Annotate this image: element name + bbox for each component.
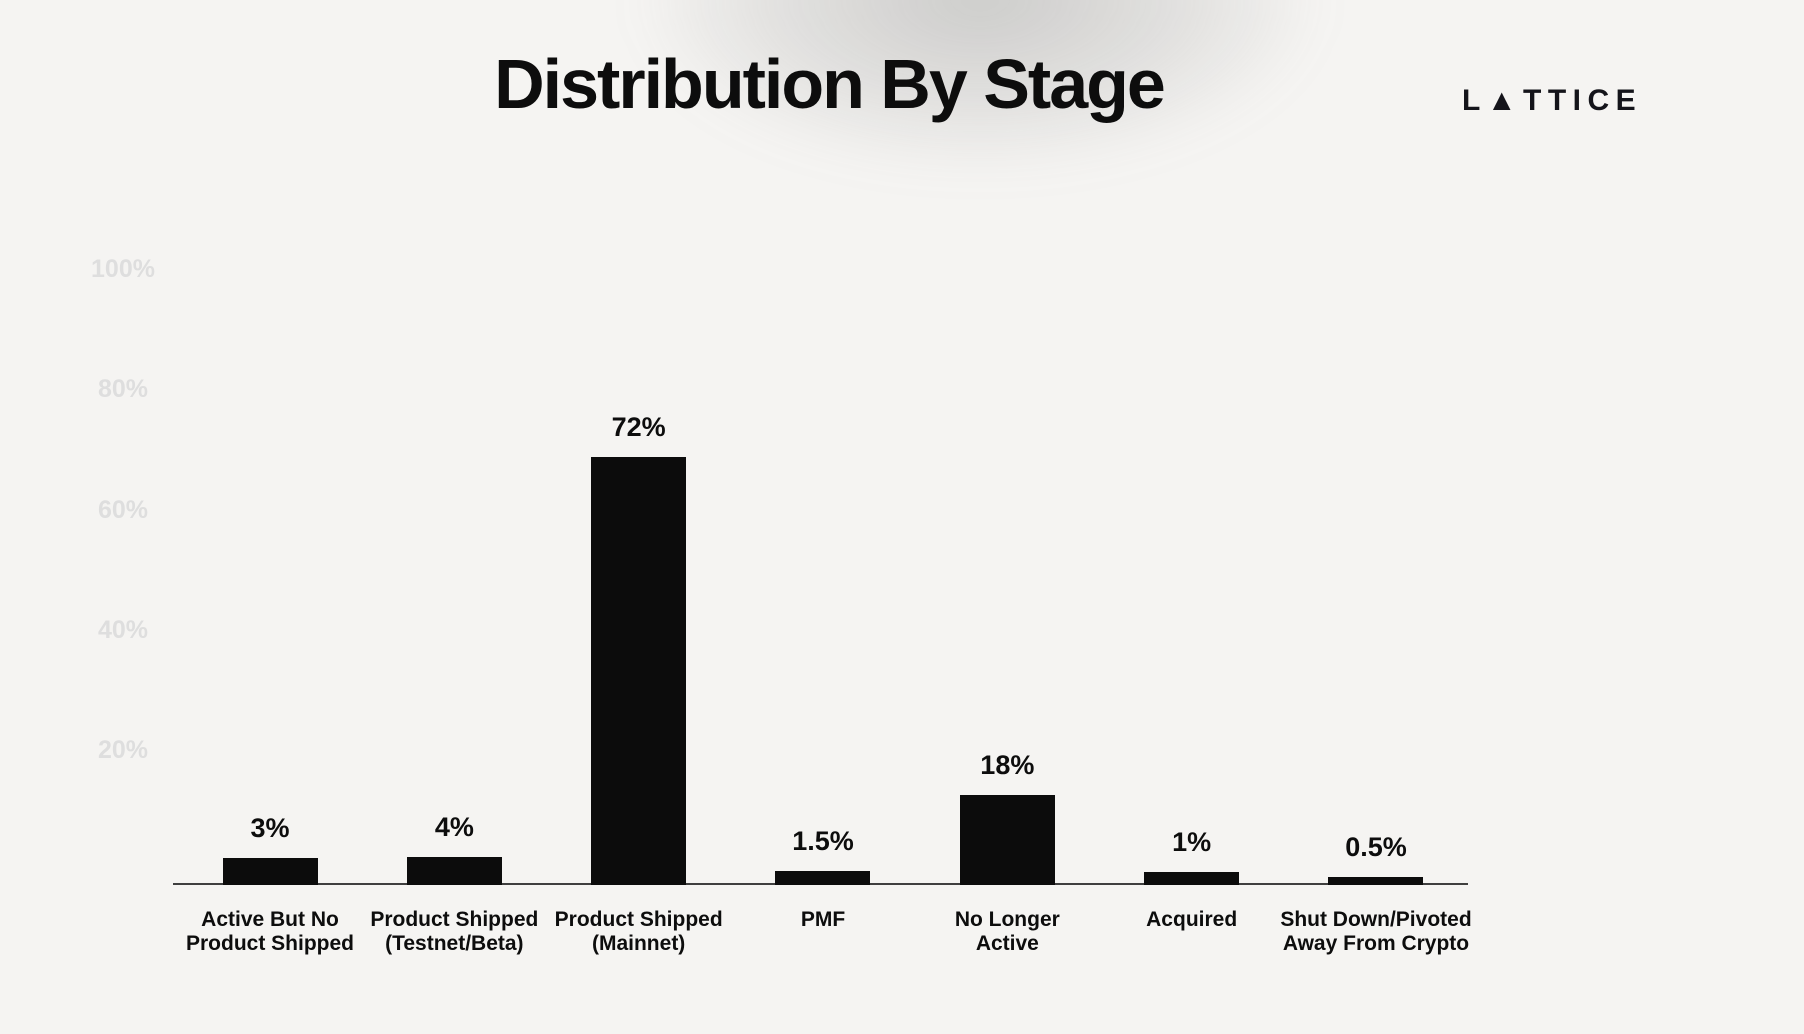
y-axis-tick-label: 60% bbox=[97, 495, 149, 524]
bar-slot: 0.5% Shut Down/Pivoted Away From Crypto bbox=[1276, 250, 1476, 955]
x-axis-category-label: Product Shipped (Testnet/Beta) bbox=[370, 908, 539, 955]
x-axis-category-label: Shut Down/Pivoted Away From Crypto bbox=[1280, 908, 1472, 955]
bar-slot: 3% Active But No Product Shipped bbox=[170, 250, 370, 955]
y-axis-tick-label: 20% bbox=[97, 736, 149, 764]
bar bbox=[1144, 872, 1240, 885]
bar-value-label: 0.5% bbox=[1345, 832, 1407, 862]
bar-slot: 1% Acquired bbox=[1092, 250, 1292, 931]
bar-value-label: 72% bbox=[611, 412, 666, 442]
bar bbox=[406, 857, 502, 885]
bar bbox=[1328, 877, 1424, 885]
bar bbox=[959, 795, 1055, 885]
lattice-logo: L▲TTICE bbox=[1462, 84, 1643, 117]
x-axis-category-label: Product Shipped (Mainnet) bbox=[554, 908, 723, 955]
bar bbox=[591, 457, 687, 885]
y-axis-tick-label: 40% bbox=[97, 615, 149, 644]
bar bbox=[775, 871, 871, 885]
x-axis-category-label: Acquired bbox=[1146, 908, 1238, 931]
chart-title: Distribution By Stage bbox=[494, 45, 1166, 123]
bar bbox=[222, 858, 318, 885]
plot-area: 3% Active But No Product Shipped 4% Product… bbox=[170, 250, 1472, 955]
bar-value-label: 18% bbox=[980, 750, 1035, 780]
y-axis-tick-label: 100% bbox=[91, 255, 155, 283]
x-axis-category-label: Active But No Product Shipped bbox=[186, 908, 354, 955]
y-axis-tick-label: 80% bbox=[97, 375, 149, 404]
bar-value-label: 1.5% bbox=[792, 826, 854, 856]
bar-slot: 1.5% PMF bbox=[723, 250, 923, 931]
x-axis-category-label: PMF bbox=[800, 908, 846, 931]
bar-value-label: 3% bbox=[250, 813, 290, 843]
bar-slot: 18% No Longer Active bbox=[907, 250, 1107, 955]
bar-slot: 4% Product Shipped (Testnet/Beta) bbox=[354, 250, 554, 955]
x-axis-category-label: No Longer Active bbox=[954, 908, 1060, 955]
bar-value-label: 4% bbox=[434, 812, 474, 842]
bar-slot: 72% Product Shipped (Mainnet) bbox=[539, 250, 739, 955]
bar-value-label: 1% bbox=[1172, 827, 1212, 857]
